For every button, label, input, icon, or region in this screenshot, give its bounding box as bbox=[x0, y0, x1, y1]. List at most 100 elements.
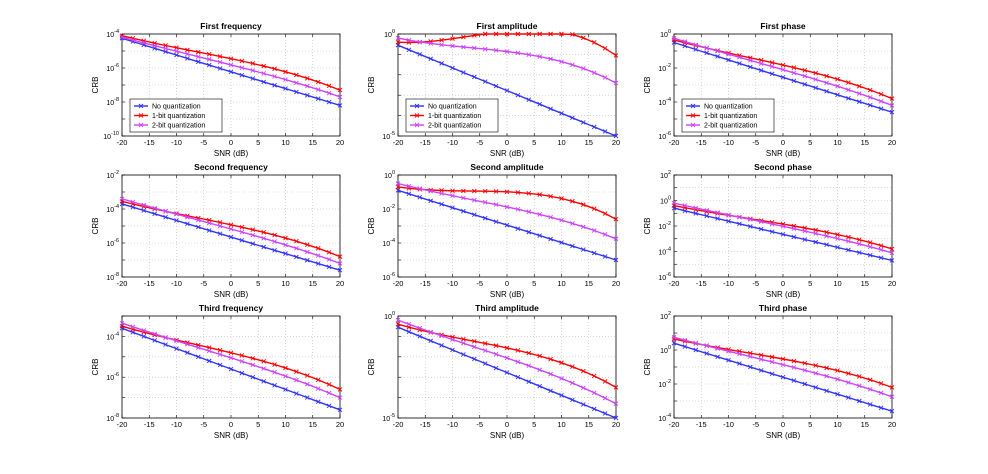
data-point bbox=[769, 71, 775, 77]
data-point bbox=[769, 371, 775, 377]
data-point bbox=[867, 240, 873, 245]
data-point bbox=[580, 120, 586, 125]
data-point bbox=[682, 337, 688, 343]
x-tick-label: 0 bbox=[781, 420, 785, 429]
data-point bbox=[613, 80, 619, 86]
x-tick-label: 15 bbox=[585, 279, 593, 288]
data-point bbox=[613, 216, 619, 222]
y-axis-label: CRB bbox=[91, 77, 100, 94]
data-point bbox=[602, 254, 608, 259]
x-tick-label: 0 bbox=[505, 420, 509, 429]
data-point bbox=[493, 351, 499, 357]
data-point bbox=[283, 235, 288, 241]
x-tick-label: 5 bbox=[532, 138, 536, 147]
data-point bbox=[813, 239, 819, 245]
data-point bbox=[856, 83, 862, 89]
data-point bbox=[315, 399, 321, 404]
data-point bbox=[250, 76, 256, 81]
data-point bbox=[591, 124, 597, 130]
data-point bbox=[537, 383, 543, 389]
data-point bbox=[693, 47, 699, 52]
data-point bbox=[824, 373, 829, 379]
data-point bbox=[682, 344, 688, 349]
data-point bbox=[889, 385, 895, 390]
data-point bbox=[482, 31, 488, 37]
data-point bbox=[791, 365, 797, 370]
x-tick-label: 20 bbox=[336, 138, 344, 147]
data-point bbox=[515, 206, 521, 212]
subplot-third-frequency: -20 -15 -10 -5 0 5 10 15 20 10-8 10-6 10-4 Third fre… bbox=[91, 303, 344, 440]
y-axis-label: CRB bbox=[643, 359, 652, 376]
data-point bbox=[856, 241, 862, 247]
data-point bbox=[315, 79, 321, 85]
x-tick-label: -10 bbox=[447, 420, 458, 429]
data-point bbox=[174, 218, 179, 223]
x-tick-label: -5 bbox=[476, 420, 483, 429]
data-point bbox=[152, 211, 158, 217]
series-2-bit-quantization bbox=[395, 317, 619, 407]
data-point bbox=[428, 56, 434, 62]
x-axis-label: SNR (dB) bbox=[766, 149, 801, 158]
data-point bbox=[867, 102, 873, 108]
data-point bbox=[867, 402, 873, 407]
data-point bbox=[537, 367, 543, 373]
data-point bbox=[482, 188, 488, 194]
data-point bbox=[559, 376, 564, 381]
data-point bbox=[802, 367, 808, 373]
x-tick-label: -5 bbox=[752, 138, 759, 147]
y-tick-label: 10-6 bbox=[106, 63, 119, 73]
subplot-title: Third frequency bbox=[199, 303, 264, 313]
data-point bbox=[856, 374, 862, 379]
data-point bbox=[272, 66, 277, 72]
data-point bbox=[283, 242, 288, 248]
data-point bbox=[878, 405, 884, 411]
data-point bbox=[824, 73, 829, 79]
data-point bbox=[769, 354, 775, 360]
data-point bbox=[846, 87, 851, 93]
data-point bbox=[813, 363, 819, 368]
data-point bbox=[326, 264, 332, 270]
series-no-quantization bbox=[119, 325, 343, 413]
data-point bbox=[482, 46, 488, 52]
y-tick-label: 10-4 bbox=[658, 413, 671, 423]
data-point bbox=[693, 205, 699, 211]
data-point bbox=[559, 240, 564, 245]
x-tick-label: 15 bbox=[309, 420, 317, 429]
data-point bbox=[580, 402, 586, 407]
data-point bbox=[824, 388, 829, 394]
x-tick-label: 0 bbox=[505, 279, 509, 288]
data-point bbox=[304, 381, 310, 387]
data-point bbox=[878, 247, 884, 253]
x-tick-label: -10 bbox=[447, 138, 458, 147]
data-point bbox=[228, 366, 234, 372]
y-tick-label: 100 bbox=[660, 196, 671, 206]
y-tick-label: 10-6 bbox=[658, 131, 671, 141]
series-1-bit-quantization bbox=[119, 33, 343, 93]
data-point bbox=[726, 218, 731, 224]
x-tick-label: -10 bbox=[723, 420, 734, 429]
data-point bbox=[682, 39, 688, 44]
data-point bbox=[461, 208, 466, 214]
data-point bbox=[526, 229, 532, 235]
data-point bbox=[591, 373, 597, 379]
data-point bbox=[304, 93, 310, 98]
x-tick-label: 10 bbox=[833, 138, 841, 147]
data-point bbox=[304, 242, 310, 247]
data-point bbox=[580, 202, 586, 207]
data-point bbox=[780, 67, 786, 73]
y-tick-label: 100 bbox=[384, 170, 395, 180]
y-tick-label: 10-8 bbox=[106, 272, 119, 282]
y-tick-label: 10-2 bbox=[382, 204, 395, 214]
data-point bbox=[889, 246, 895, 252]
data-point bbox=[747, 217, 753, 222]
data-point bbox=[294, 80, 299, 86]
data-point bbox=[239, 359, 245, 364]
subplot-first-frequency: -20 -15 -10 -5 0 5 10 15 20 10-10 10-8 10-6 10-4 Firs… bbox=[91, 21, 344, 158]
y-tick-label: 10-6 bbox=[658, 272, 671, 282]
x-tick-label: 0 bbox=[229, 279, 233, 288]
data-point bbox=[294, 377, 299, 383]
data-point bbox=[206, 345, 212, 350]
data-point bbox=[130, 37, 136, 43]
data-point bbox=[715, 48, 720, 54]
data-point bbox=[613, 236, 619, 242]
